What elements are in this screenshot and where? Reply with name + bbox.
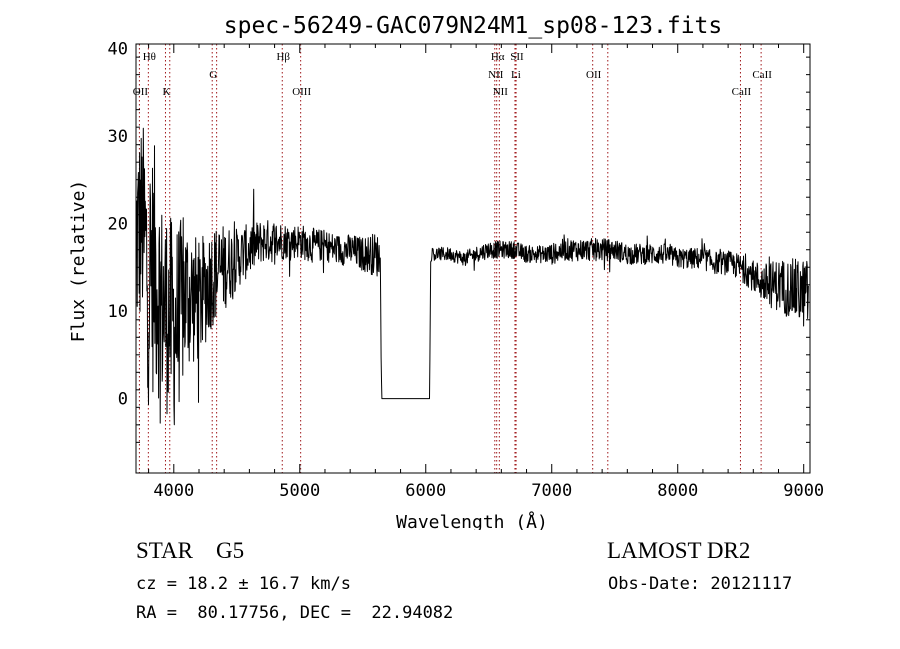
x-tick-label: 9000 bbox=[783, 481, 824, 501]
survey-name: LAMOST DR2 bbox=[607, 538, 751, 563]
x-tick-label: 5000 bbox=[279, 481, 320, 501]
line-label: CaII bbox=[732, 86, 752, 98]
y-tick-label: 30 bbox=[108, 127, 128, 147]
line-label: OIII bbox=[292, 86, 311, 98]
coordinates-ra-dec: RA = 80.17756, DEC = 22.94082 bbox=[136, 603, 454, 623]
x-axis-label: Wavelength (Å) bbox=[396, 511, 548, 530]
line-label: NII bbox=[488, 69, 504, 81]
chart-title: spec-56249-GAC079N24M1_sp08-123.fits bbox=[224, 13, 723, 39]
axis-layer: 4000 5000 6000 7000 8000 9000 0 10 20 30 40 bbox=[108, 39, 825, 501]
object-class: STAR bbox=[136, 538, 193, 563]
line-label: CaII bbox=[752, 69, 772, 81]
line-label: K bbox=[163, 86, 171, 98]
line-label: Hα bbox=[491, 51, 505, 63]
line-label: Hβ bbox=[276, 51, 290, 63]
redshift-cz: cz = 18.2 ± 16.7 km/s bbox=[136, 574, 351, 594]
line-label: SII bbox=[510, 51, 524, 63]
x-tick-label: 7000 bbox=[531, 481, 572, 501]
line-label: G bbox=[209, 69, 217, 81]
x-tick-label: 4000 bbox=[153, 481, 194, 501]
spectrum-chart: spec-56249-GAC079N24M1_sp08-123.fits Hθ O… bbox=[68, 13, 825, 530]
y-tick-label: 40 bbox=[108, 39, 128, 59]
line-label: OII bbox=[586, 69, 602, 81]
x-tick-label: 6000 bbox=[405, 481, 446, 501]
spectrum-layer bbox=[135, 127, 809, 426]
line-label: Li bbox=[511, 69, 521, 81]
object-classification: STAR G5 bbox=[136, 538, 244, 564]
y-axis-label: Flux (relative) bbox=[68, 180, 89, 343]
plot-frame bbox=[135, 43, 811, 474]
y-tick-label: 10 bbox=[108, 302, 128, 322]
y-tick-label: 20 bbox=[108, 214, 128, 234]
spectrum-line bbox=[135, 127, 809, 426]
observation-date: Obs-Date: 20121117 bbox=[608, 574, 793, 594]
line-label: OII bbox=[133, 86, 149, 98]
y-tick-label: 0 bbox=[118, 390, 128, 410]
object-subclass: G5 bbox=[215, 538, 245, 563]
line-label: NII bbox=[493, 86, 509, 98]
x-tick-label: 8000 bbox=[657, 481, 698, 501]
line-label: Hθ bbox=[143, 51, 156, 63]
